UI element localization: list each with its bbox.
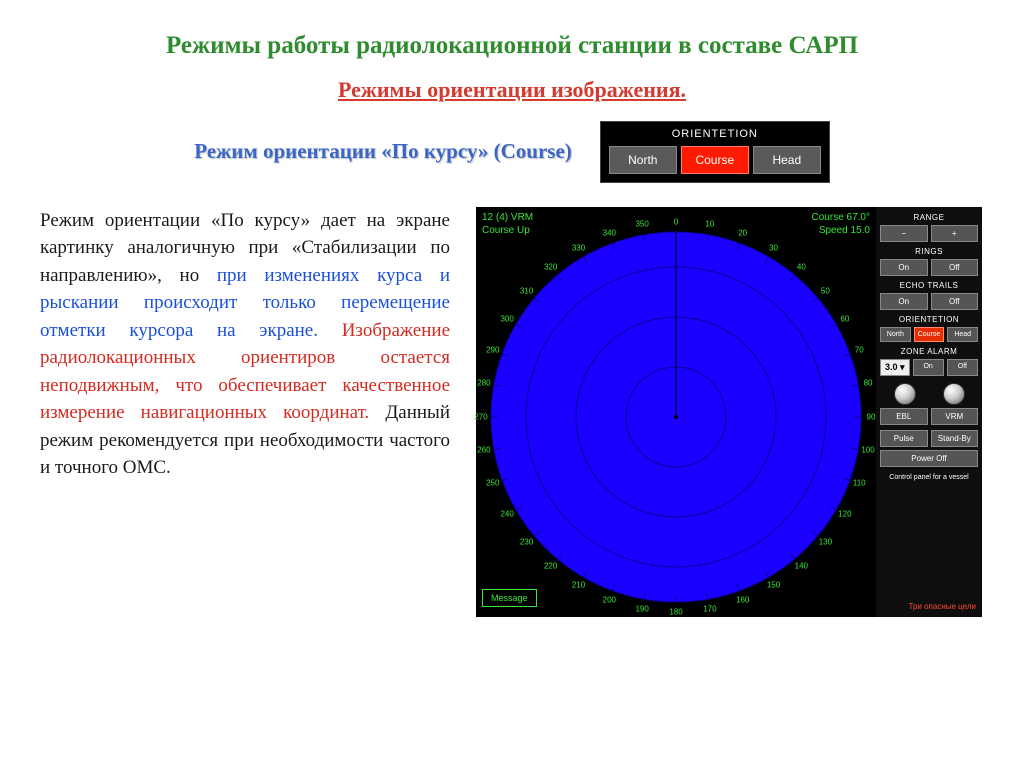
degree-label: 30 xyxy=(769,243,778,252)
sp-zone-label: ZONE ALARM xyxy=(880,347,978,356)
echo-off-button[interactable]: Off xyxy=(931,293,979,310)
degree-label: 100 xyxy=(861,446,874,455)
degree-label: 330 xyxy=(572,243,585,252)
orientation-panel-top: ORIENTETION North Course Head xyxy=(600,121,830,183)
degree-label: 80 xyxy=(864,378,873,387)
radar-course-label: Course 67.0° xyxy=(812,211,870,224)
power-off-button[interactable]: Power Off xyxy=(880,450,978,467)
degree-label: 300 xyxy=(500,315,513,324)
degree-label: 180 xyxy=(669,607,682,616)
sp-echo-label: ECHO TRAILS xyxy=(880,281,978,290)
sp-orient-head[interactable]: Head xyxy=(947,327,978,342)
degree-label: 20 xyxy=(738,229,747,238)
mode-label: Режим ориентации «По курсу» (Course) xyxy=(194,139,572,164)
degree-label: 240 xyxy=(500,510,513,519)
degree-label: 280 xyxy=(477,378,490,387)
degree-label: 120 xyxy=(838,510,851,519)
sp-orient-north[interactable]: North xyxy=(880,327,911,342)
sp-rings-label: RINGS xyxy=(880,247,978,256)
zone-on-button[interactable]: On xyxy=(913,359,944,376)
vrm-button[interactable]: VRM xyxy=(931,408,979,425)
degree-label: 160 xyxy=(736,595,749,604)
radar-speed-label: Speed 15.0 xyxy=(812,224,870,237)
description-paragraph: Режим ориентации «По курсу» дает на экра… xyxy=(40,207,450,617)
echo-on-button[interactable]: On xyxy=(880,293,928,310)
range-minus-button[interactable]: − xyxy=(880,225,928,242)
degree-label: 150 xyxy=(767,581,780,590)
degree-label: 170 xyxy=(703,604,716,613)
degree-label: 140 xyxy=(795,561,808,570)
degree-label: 210 xyxy=(572,581,585,590)
degree-label: 110 xyxy=(853,479,866,488)
sp-range-label: RANGE xyxy=(880,213,978,222)
knob-right[interactable] xyxy=(943,383,965,405)
orientation-caption: ORIENTETION xyxy=(609,128,821,140)
sp-orient-label: ORIENTETION xyxy=(880,315,978,324)
degree-label: 270 xyxy=(474,412,487,421)
orientation-btn-head[interactable]: Head xyxy=(753,146,821,174)
radar-scope-svg xyxy=(476,207,876,617)
rings-on-button[interactable]: On xyxy=(880,259,928,276)
knob-left[interactable] xyxy=(894,383,916,405)
page-title: Режимы работы радиолокационной станции в… xyxy=(40,30,984,63)
degree-label: 260 xyxy=(477,446,490,455)
sp-footer-text: Control panel for a vessel xyxy=(880,474,978,481)
degree-label: 90 xyxy=(867,412,876,421)
degree-label: 0 xyxy=(674,217,678,226)
page-subtitle: Режимы ориентации изображения. xyxy=(40,77,984,103)
sp-orient-course[interactable]: Course xyxy=(914,327,945,342)
degree-label: 60 xyxy=(840,315,849,324)
pulse-button[interactable]: Pulse xyxy=(880,430,928,447)
orientation-btn-north[interactable]: North xyxy=(609,146,677,174)
zone-value-select[interactable]: 3.0 ▾ xyxy=(880,359,910,376)
orientation-buttons: North Course Head xyxy=(609,146,821,174)
degree-label: 340 xyxy=(603,229,616,238)
radar-scope-area: 12 (4) VRM Course Up Course 67.0° Speed … xyxy=(476,207,876,617)
degree-label: 190 xyxy=(635,604,648,613)
degree-label: 10 xyxy=(705,220,714,229)
degree-label: 220 xyxy=(544,561,557,570)
degree-label: 250 xyxy=(486,479,499,488)
degree-label: 50 xyxy=(821,287,830,296)
radar-mode-label: Course Up xyxy=(482,224,533,237)
radar-side-panel: RANGE − + RINGS On Off ECHO TRAILS xyxy=(876,207,982,617)
mode-row: Режим ориентации «По курсу» (Course) ORI… xyxy=(40,121,984,183)
degree-label: 320 xyxy=(544,263,557,272)
radar-message-box[interactable]: Message xyxy=(482,589,537,607)
degree-label: 310 xyxy=(520,287,533,296)
degree-label: 130 xyxy=(819,537,832,546)
degree-label: 70 xyxy=(855,345,864,354)
range-plus-button[interactable]: + xyxy=(931,225,979,242)
sp-red-text: Три опасные цели xyxy=(880,602,978,611)
zone-off-button[interactable]: Off xyxy=(947,359,978,376)
radar-vrm-label: 12 (4) VRM xyxy=(482,211,533,224)
radar-info-top-left: 12 (4) VRM Course Up xyxy=(482,211,533,237)
radar-screenshot: 12 (4) VRM Course Up Course 67.0° Speed … xyxy=(476,207,982,617)
degree-label: 230 xyxy=(520,537,533,546)
degree-label: 290 xyxy=(486,345,499,354)
rings-off-button[interactable]: Off xyxy=(931,259,979,276)
degree-label: 350 xyxy=(635,220,648,229)
ebl-button[interactable]: EBL xyxy=(880,408,928,425)
degree-label: 200 xyxy=(603,595,616,604)
radar-info-top-right: Course 67.0° Speed 15.0 xyxy=(812,211,870,237)
degree-label: 40 xyxy=(797,263,806,272)
orientation-btn-course[interactable]: Course xyxy=(681,146,749,174)
standby-button[interactable]: Stand-By xyxy=(931,430,979,447)
